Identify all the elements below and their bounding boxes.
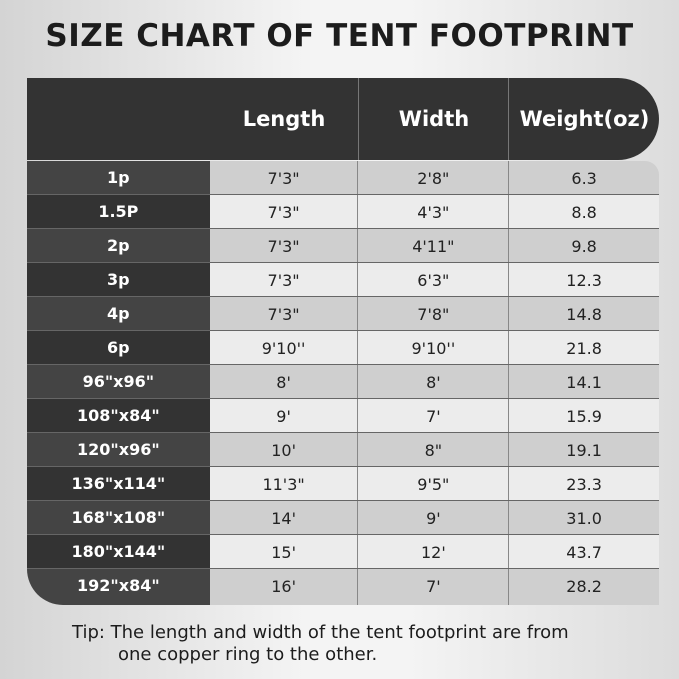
cell-length: 7'3" (209, 161, 358, 194)
size-table: 1p 7'3" 2'8" 6.3 1.5P 7'3" 4'3" 8.8 2p 7'3" 4'11" 9… (27, 161, 659, 605)
cell-weight: 15.9 (508, 399, 659, 432)
cell-weight: 14.1 (508, 365, 659, 398)
cell-width: 7' (357, 569, 509, 605)
cell-width: 6'3" (357, 263, 509, 296)
cell-width: 8" (357, 433, 509, 466)
cell-weight: 43.7 (508, 535, 659, 568)
table-row: 3p 7'3" 6'3" 12.3 (27, 263, 659, 297)
table-row: 136"x114" 11'3" 9'5" 23.3 (27, 467, 659, 501)
cell-width: 9'10'' (357, 331, 509, 364)
size-label: 6p (27, 331, 210, 364)
table-row: 180"x144" 15' 12' 43.7 (27, 535, 659, 569)
size-label: 192"x84" (27, 569, 210, 605)
cell-weight: 9.8 (508, 229, 659, 262)
cell-weight: 6.3 (508, 161, 659, 194)
size-label: 180"x144" (27, 535, 210, 568)
cell-width: 4'3" (357, 195, 509, 228)
size-label: 2p (27, 229, 210, 262)
cell-width: 12' (357, 535, 509, 568)
cell-weight: 31.0 (508, 501, 659, 534)
size-label: 4p (27, 297, 210, 330)
table-header: Length Width Weight(oz) (27, 78, 659, 160)
column-header-width: Width (358, 78, 509, 160)
size-label: 96"x96" (27, 365, 210, 398)
column-header-weight: Weight(oz) (508, 78, 660, 160)
cell-width: 7' (357, 399, 509, 432)
cell-length: 11'3" (209, 467, 358, 500)
cell-weight: 28.2 (508, 569, 659, 605)
page-title: SIZE CHART OF TENT FOOTPRINT (45, 18, 634, 54)
table-row: 4p 7'3" 7'8" 14.8 (27, 297, 659, 331)
table-row: 1p 7'3" 2'8" 6.3 (27, 161, 659, 195)
table-row: 120"x96" 10' 8" 19.1 (27, 433, 659, 467)
cell-width: 4'11" (357, 229, 509, 262)
size-label: 120"x96" (27, 433, 210, 466)
table-row: 108"x84" 9' 7' 15.9 (27, 399, 659, 433)
cell-weight: 23.3 (508, 467, 659, 500)
size-label: 168"x108" (27, 501, 210, 534)
table-row: 2p 7'3" 4'11" 9.8 (27, 229, 659, 263)
cell-length: 7'3" (209, 229, 358, 262)
table-row: 96"x96" 8' 8' 14.1 (27, 365, 659, 399)
cell-length: 14' (209, 501, 358, 534)
cell-length: 7'3" (209, 263, 358, 296)
table-row: 1.5P 7'3" 4'3" 8.8 (27, 195, 659, 229)
cell-weight: 14.8 (508, 297, 659, 330)
cell-width: 9'5" (357, 467, 509, 500)
cell-length: 10' (209, 433, 358, 466)
table-row: 168"x108" 14' 9' 31.0 (27, 501, 659, 535)
cell-weight: 12.3 (508, 263, 659, 296)
size-label: 1.5P (27, 195, 210, 228)
size-label: 108"x84" (27, 399, 210, 432)
cell-length: 9'10'' (209, 331, 358, 364)
size-label: 1p (27, 161, 210, 194)
table-row: 192"x84" 16' 7' 28.2 (27, 569, 659, 605)
column-header-length: Length (242, 107, 326, 131)
tip-line-2: one copper ring to the other. (118, 644, 378, 665)
cell-length: 8' (209, 365, 358, 398)
cell-width: 7'8" (357, 297, 509, 330)
cell-length: 15' (209, 535, 358, 568)
cell-width: 2'8" (357, 161, 509, 194)
cell-length: 7'3" (209, 297, 358, 330)
tip-note: Tip: The length and width of the tent fo… (72, 622, 569, 666)
size-label: 3p (27, 263, 210, 296)
cell-width: 9' (357, 501, 509, 534)
cell-length: 16' (209, 569, 358, 605)
cell-weight: 19.1 (508, 433, 659, 466)
size-label: 136"x114" (27, 467, 210, 500)
tip-line-1: Tip: The length and width of the tent fo… (72, 622, 569, 643)
cell-weight: 8.8 (508, 195, 659, 228)
cell-length: 7'3" (209, 195, 358, 228)
cell-length: 9' (209, 399, 358, 432)
cell-weight: 21.8 (508, 331, 659, 364)
cell-width: 8' (357, 365, 509, 398)
table-row: 6p 9'10'' 9'10'' 21.8 (27, 331, 659, 365)
